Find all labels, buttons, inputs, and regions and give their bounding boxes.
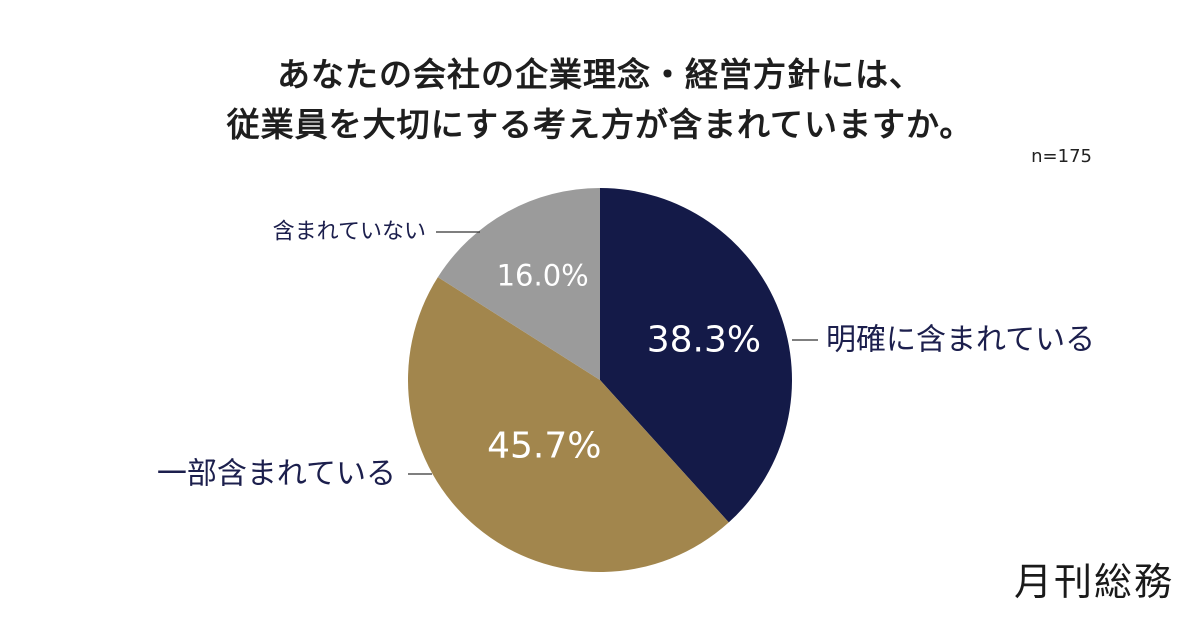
slice-value-label: 16.0%	[497, 259, 589, 293]
slice-value-label: 38.3%	[647, 319, 761, 360]
slice-category-label: 明確に含まれている	[826, 323, 1095, 358]
slice-category-label: 含まれていない	[273, 220, 426, 245]
chart-title-line-1: あなたの会社の企業理念・経営方針には、	[277, 55, 923, 94]
pie-leader-lines	[408, 231, 818, 475]
slice-category-label: 一部含まれている	[157, 457, 396, 492]
chart-title-line-2: 従業員を大切にする考え方が含まれていますか。	[226, 105, 974, 144]
pie-slice	[600, 188, 792, 523]
publisher-logo: 月刊総務	[1013, 560, 1174, 604]
sample-size: n=175	[1031, 146, 1092, 167]
pie-slice	[407, 277, 729, 573]
pie-slice	[437, 188, 600, 380]
chart-title: あなたの会社の企業理念・経営方針には、 従業員を大切にする考え方が含まれています…	[0, 50, 1200, 150]
pie-slices	[407, 188, 792, 573]
pie-labels: 38.3% 明確に含まれている 45.7% 一部含まれている 16.0% 含まれていない	[157, 220, 1095, 492]
slice-value-label: 45.7%	[487, 426, 601, 467]
